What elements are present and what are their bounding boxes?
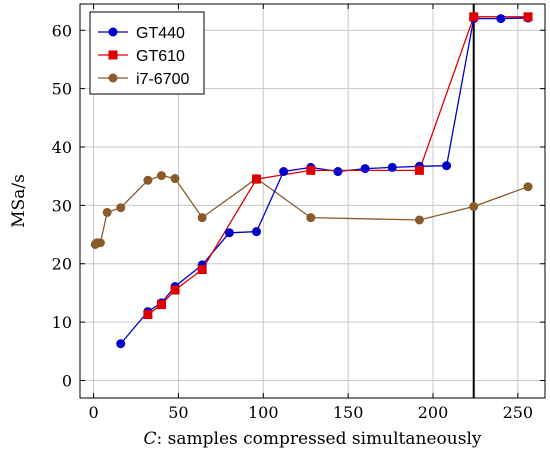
x-axis-label-variable: C <box>144 429 157 449</box>
data-point <box>360 164 370 174</box>
data-point <box>387 162 397 172</box>
data-point <box>469 12 479 22</box>
legend-marker <box>108 27 118 37</box>
data-point <box>469 202 479 212</box>
y-tick-label: 40 <box>52 138 72 157</box>
data-point <box>102 207 112 217</box>
x-tick-label: 250 <box>503 403 534 422</box>
data-point <box>251 227 261 237</box>
plot-frame <box>79 3 546 399</box>
data-point <box>523 182 533 192</box>
data-point <box>143 175 153 185</box>
data-point <box>333 167 343 177</box>
data-point <box>306 165 316 175</box>
data-point <box>156 171 166 181</box>
data-point <box>496 14 506 24</box>
y-tick-label: 60 <box>52 21 72 40</box>
y-tick-label: 10 <box>52 313 72 332</box>
y-axis-label: MSa/s <box>9 174 29 228</box>
x-tick-label: 150 <box>333 403 364 422</box>
legend-label: i7-6700 <box>136 71 189 88</box>
data-point <box>197 265 207 275</box>
data-point <box>116 203 126 213</box>
y-tick-label: 50 <box>52 80 72 99</box>
data-point <box>224 228 234 238</box>
data-point <box>197 213 207 223</box>
series-line <box>94 174 529 245</box>
data-point <box>156 300 166 310</box>
legend-marker <box>108 73 118 83</box>
legend: GT440 GT610 i7-6700 <box>89 11 205 95</box>
legend-marker <box>108 50 118 60</box>
y-tick-label: 0 <box>62 371 72 390</box>
data-point <box>170 285 180 295</box>
y-tick-label: 20 <box>52 255 72 274</box>
data-point <box>170 174 180 184</box>
x-axis-label: C: samples compressed simultaneously <box>144 429 482 449</box>
data-point <box>414 165 424 175</box>
x-tick-label: 0 <box>88 403 98 422</box>
data-point <box>523 12 533 22</box>
x-tick-label: 200 <box>418 403 449 422</box>
x-axis-label-text: : samples compressed simultaneously <box>157 429 482 449</box>
data-point <box>414 215 424 225</box>
data-point <box>442 161 452 171</box>
legend-label: GT440 <box>136 25 185 42</box>
legend-label: GT610 <box>136 48 185 65</box>
tick-labels: 0 50 100 150 200 250 0 10 20 30 40 50 60 <box>52 21 533 422</box>
data-point <box>95 238 105 248</box>
data-point <box>306 213 316 223</box>
x-tick-label: 100 <box>248 403 279 422</box>
y-tick-label: 30 <box>52 196 72 215</box>
data-point <box>116 339 126 349</box>
series-markers <box>90 12 533 349</box>
x-tick-label: 50 <box>168 403 188 422</box>
axis-ticks <box>80 4 545 398</box>
data-point <box>143 310 153 320</box>
data-point <box>279 167 289 177</box>
data-point <box>251 174 261 184</box>
